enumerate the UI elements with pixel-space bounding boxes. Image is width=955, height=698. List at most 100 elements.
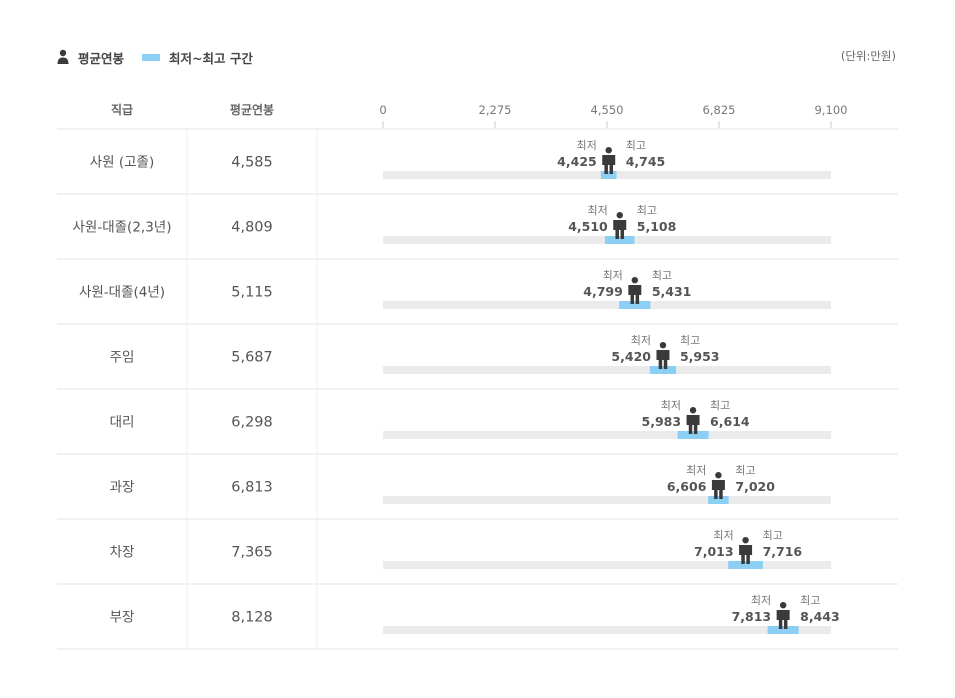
person-icon <box>628 277 642 304</box>
bar-track <box>383 301 831 309</box>
min-value: 6,606 <box>667 479 707 494</box>
max-label: 최고 <box>710 399 730 412</box>
max-value: 7,716 <box>763 544 803 559</box>
rank-label: 주임 <box>110 350 135 366</box>
salary-range-bar <box>767 626 799 634</box>
person-body <box>711 480 725 499</box>
rank-label: 대리 <box>110 415 135 431</box>
max-label: 최고 <box>637 204 657 217</box>
chart-legend: 평균연봉 최저~최고 구간 <box>56 47 253 67</box>
bar-track <box>383 626 831 634</box>
max-value: 5,431 <box>652 284 692 299</box>
person-body <box>602 155 616 174</box>
person-body <box>739 545 753 564</box>
bar-track <box>383 366 831 374</box>
salary-range-bar <box>708 496 729 504</box>
min-label: 최저 <box>603 269 623 282</box>
avg-salary-value: 6,298 <box>231 415 273 431</box>
person-head <box>779 602 787 609</box>
max-label: 최고 <box>735 464 755 477</box>
bar-track <box>383 431 831 439</box>
min-label: 최저 <box>686 464 706 477</box>
table-row: 차장 7,365 최저 7,013 최고 7,716 <box>57 520 898 585</box>
person-head <box>605 147 612 154</box>
min-value: 7,813 <box>732 609 772 624</box>
min-label: 최저 <box>661 399 681 412</box>
table-row: 사원-대졸(2,3년) 4,809 최저 4,510 최고 5,108 <box>57 195 898 260</box>
rank-label: 사원 (고졸) <box>90 155 155 171</box>
salary-range-bar <box>619 301 651 309</box>
max-label: 최고 <box>763 529 783 542</box>
person-body <box>656 350 670 369</box>
legend-avg-label: 평균연봉 <box>78 50 125 66</box>
bar-track <box>383 561 831 569</box>
person-icon <box>686 407 700 434</box>
person-head <box>631 277 639 284</box>
table-row: 과장 6,813 최저 6,606 최고 7,020 <box>57 455 898 520</box>
salary-range-bar <box>677 431 709 439</box>
person-icon <box>776 602 790 629</box>
person-icon <box>57 49 69 64</box>
avg-salary-value: 7,365 <box>231 545 273 561</box>
person-body <box>686 415 700 434</box>
table-row: 주임 5,687 최저 5,420 최고 5,953 <box>57 325 898 390</box>
min-value: 4,510 <box>568 219 608 234</box>
max-value: 7,020 <box>735 479 775 494</box>
min-label: 최저 <box>713 529 733 542</box>
rank-label: 사원-대졸(4년) <box>79 285 165 301</box>
avg-salary-value: 5,115 <box>231 285 273 301</box>
legend-range-swatch <box>142 53 161 61</box>
column-header-avg: 평균연봉 <box>230 102 274 117</box>
person-icon <box>656 342 670 369</box>
rank-label: 차장 <box>110 545 135 561</box>
avg-salary-value: 8,128 <box>231 610 273 626</box>
column-header-rank: 직급 <box>111 102 133 117</box>
min-value: 4,425 <box>557 154 597 169</box>
min-label: 최저 <box>588 204 608 217</box>
person-icon <box>602 147 616 174</box>
person-head <box>715 472 722 479</box>
max-value: 5,953 <box>680 349 720 364</box>
rank-label: 부장 <box>110 610 135 626</box>
person-body <box>776 610 790 629</box>
rank-label: 사원-대졸(2,3년) <box>73 220 172 236</box>
min-value: 7,013 <box>694 544 734 559</box>
max-label: 최고 <box>800 594 820 607</box>
max-value: 5,108 <box>637 219 677 234</box>
salary-range-bar <box>600 171 617 179</box>
min-label: 최저 <box>576 139 596 152</box>
avg-salary-value: 4,585 <box>231 155 273 171</box>
salary-range-bar <box>649 366 677 374</box>
avg-salary-value: 4,809 <box>231 220 273 236</box>
x-tick-label: 6,825 <box>703 103 736 117</box>
x-tick-label: 9,100 <box>815 103 848 117</box>
bar-track <box>383 496 831 504</box>
min-label: 최저 <box>631 334 651 347</box>
min-value: 5,420 <box>611 349 651 364</box>
person-body <box>613 220 627 239</box>
legend-range-label: 최저~최고 구간 <box>169 50 253 66</box>
max-label: 최고 <box>652 269 672 282</box>
table-row: 부장 8,128 최저 7,813 최고 8,443 <box>57 585 898 650</box>
person-icon <box>711 472 725 499</box>
avg-salary-value: 6,813 <box>231 480 273 496</box>
unit-label: (단위:만원) <box>840 49 896 63</box>
max-label: 최고 <box>626 139 646 152</box>
table-row: 사원 (고졸) 4,585 최저 4,425 최고 4,745 <box>57 130 898 195</box>
table-row: 대리 6,298 최저 5,983 최고 6,614 <box>57 390 898 455</box>
salary-range-bar <box>728 561 763 569</box>
x-tick-label: 2,275 <box>479 103 512 117</box>
min-value: 5,983 <box>642 414 682 429</box>
min-value: 4,799 <box>583 284 623 299</box>
person-icon <box>613 212 627 239</box>
x-tick-label: 4,550 <box>591 103 624 117</box>
person-head <box>689 407 697 414</box>
person-icon <box>739 537 753 564</box>
table-row: 사원-대졸(4년) 5,115 최저 4,799 최고 5,431 <box>57 260 898 325</box>
rank-label: 과장 <box>110 480 135 496</box>
max-value: 4,745 <box>626 154 666 169</box>
person-body <box>628 285 642 304</box>
max-value: 6,614 <box>710 414 750 429</box>
x-tick-label: 0 <box>379 103 386 117</box>
